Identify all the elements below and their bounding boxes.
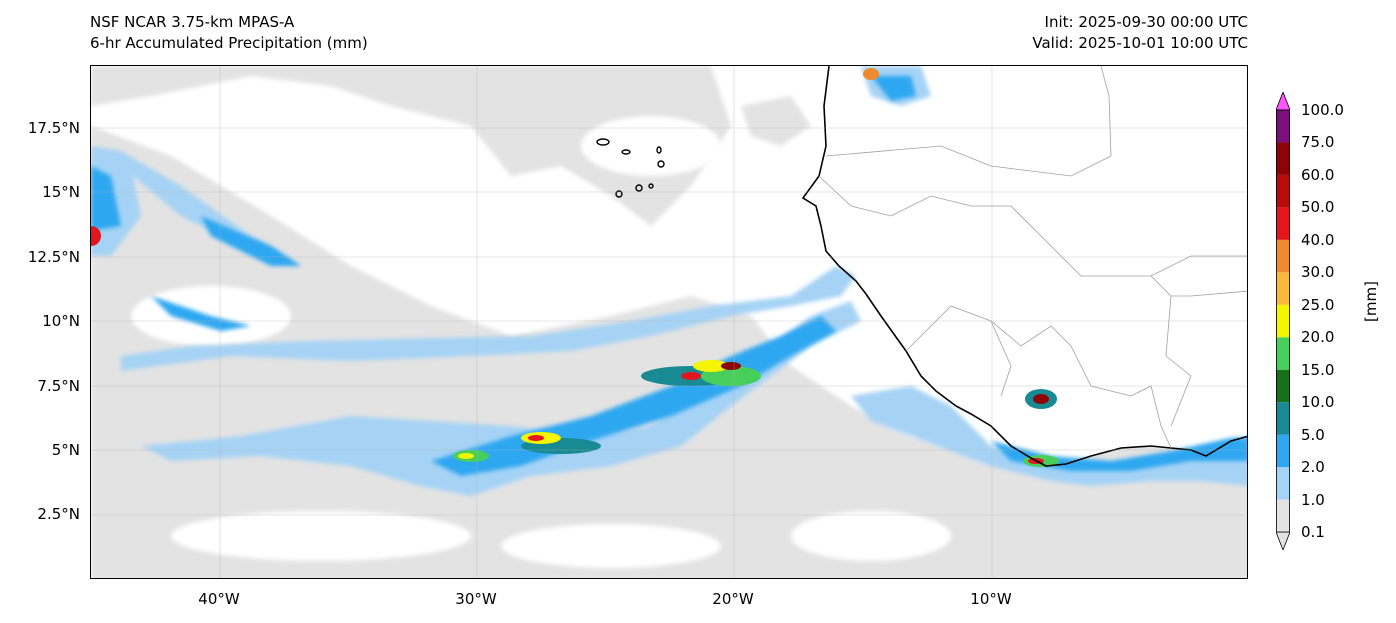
precipitation-map [90,65,1248,579]
colorbar-label: 5.0 [1301,425,1325,444]
coastline [801,66,1247,467]
colorbar-extend-min [1276,531,1290,550]
map-canvas [91,66,1247,578]
lat-label-12.5n: 12.5°N [27,248,80,266]
colorbar-swatch-6 [1276,304,1290,338]
colorbar-extend-max [1276,92,1290,111]
colorbar-label: 30.0 [1301,263,1335,282]
colorbar-swatch-0 [1276,499,1290,532]
lat-label-7.5n: 7.5°N [37,377,80,395]
colorbar-label: 50.0 [1301,198,1335,217]
colorbar-swatch-5 [1276,337,1290,370]
colorbar-swatch-11 [1276,142,1290,175]
lon-label-10w: 10°W [970,590,1012,608]
lat-label-10n: 10°N [42,312,80,330]
lat-label-17.5n: 17.5°N [27,119,80,137]
colorbar-label: 10.0 [1301,393,1335,412]
lat-label-2.5n: 2.5°N [37,505,80,523]
init-time: Init: 2025-09-30 00:00 UTC [1044,13,1248,31]
lat-label-5n: 5°N [51,441,80,459]
colorbar-label: 1.0 [1301,490,1325,509]
colorbar-label: 75.0 [1301,133,1335,152]
colorbar-label: 20.0 [1301,328,1335,347]
colorbar-swatch-12 [1276,110,1290,143]
lon-label-40w: 40°W [198,590,240,608]
colorbar-swatch-1 [1276,467,1290,500]
cape-verde-islands [596,138,665,198]
time-info: Init: 2025-09-30 00:00 UTC Valid: 2025-1… [1032,12,1248,54]
country-borders [818,66,1247,449]
colorbar-outline [1276,109,1290,533]
colorbar-unit: [mm] [1362,281,1380,322]
colorbar-swatch-7 [1276,272,1290,305]
colorbar-label: 100.0 [1301,101,1344,119]
colorbar-swatch-8 [1276,239,1290,273]
lat-label-15n: 15°N [42,183,80,201]
colorbar-swatch-9 [1276,207,1290,240]
colorbar-label: 0.1 [1301,523,1325,541]
map-title: NSF NCAR 3.75-km MPAS-A 6-hr Accumulated… [90,12,368,54]
field-name: 6-hr Accumulated Precipitation (mm) [90,34,368,52]
colorbar-swatch-4 [1276,369,1290,403]
colorbar-swatch-2 [1276,434,1290,468]
colorbar-label: 25.0 [1301,295,1335,314]
colorbar-swatch-3 [1276,402,1290,435]
model-name: NSF NCAR 3.75-km MPAS-A [90,13,295,31]
lat-lon-grid [91,66,1247,578]
valid-time: Valid: 2025-10-01 10:00 UTC [1032,34,1248,52]
africa-land [801,66,1247,464]
precip-colorbar [1276,92,1290,550]
colorbar-label: 60.0 [1301,165,1335,184]
lon-label-30w: 30°W [455,590,497,608]
lon-label-20w: 20°W [712,590,754,608]
colorbar-label: 40.0 [1301,230,1335,249]
colorbar-swatch-10 [1276,174,1290,208]
colorbar-label: 15.0 [1301,360,1335,379]
colorbar-label: 2.0 [1301,458,1325,477]
